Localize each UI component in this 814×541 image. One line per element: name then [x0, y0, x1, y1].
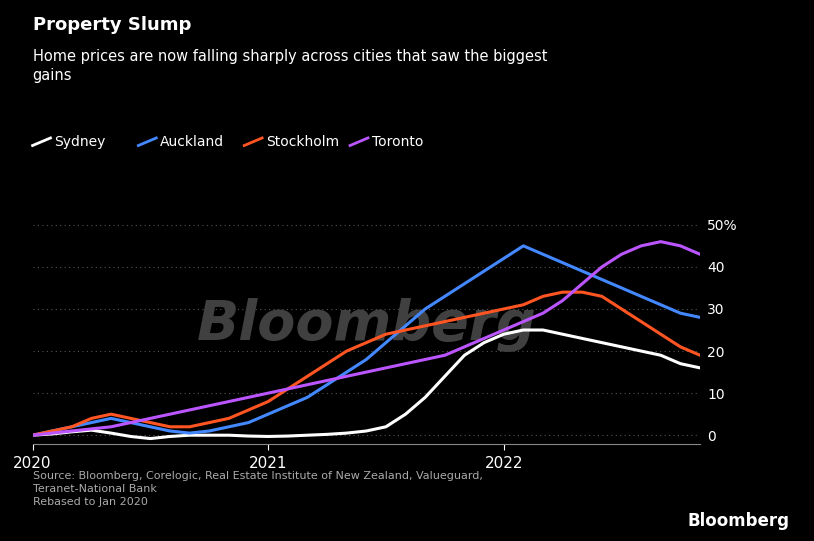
Text: Auckland: Auckland [160, 135, 225, 149]
Text: Bloomberg: Bloomberg [688, 512, 790, 530]
Text: Stockholm: Stockholm [266, 135, 339, 149]
Text: Property Slump: Property Slump [33, 16, 191, 34]
Text: Source: Bloomberg, Corelogic, Real Estate Institute of New Zealand, Valueguard,
: Source: Bloomberg, Corelogic, Real Estat… [33, 471, 483, 507]
Text: Sydney: Sydney [55, 135, 106, 149]
Text: Toronto: Toronto [372, 135, 423, 149]
Text: Bloomberg: Bloomberg [196, 299, 536, 353]
Text: Home prices are now falling sharply across cities that saw the biggest
gains: Home prices are now falling sharply acro… [33, 49, 547, 83]
